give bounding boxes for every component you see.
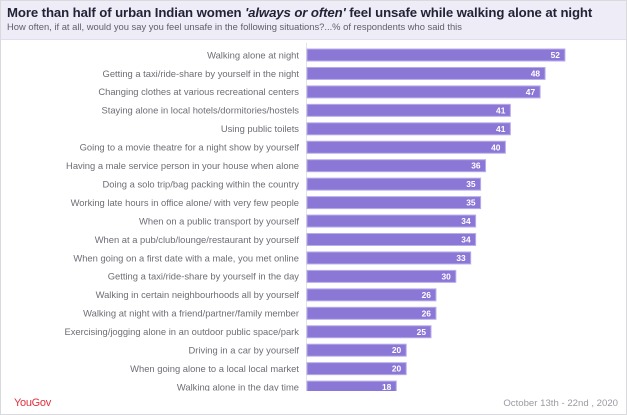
category-label: Working late hours in office alone/ with… (71, 197, 299, 208)
bar (306, 269, 457, 283)
value-label: 25 (417, 327, 427, 337)
value-label: 30 (441, 271, 451, 281)
yougov-logo: YouGov (14, 397, 51, 409)
value-label: 20 (392, 345, 402, 355)
bar (306, 85, 541, 99)
category-label: Going to a movie theatre for a night sho… (80, 142, 300, 153)
value-label: 52 (551, 50, 561, 60)
value-label: 41 (496, 124, 506, 134)
chart-header: More than half of urban Indian women 'al… (1, 1, 626, 40)
value-label: 26 (422, 308, 432, 318)
category-label: Walking alone at night (207, 49, 299, 60)
value-label: 33 (456, 253, 466, 263)
value-label: 40 (491, 142, 501, 152)
bar (306, 251, 472, 265)
category-label: When at a pub/club/lounge/restaurant by … (95, 234, 300, 245)
bar (306, 48, 566, 62)
value-label: 34 (461, 235, 471, 245)
bar (306, 66, 546, 80)
category-label: Having a male service person in your hou… (66, 160, 299, 171)
bar (306, 159, 487, 173)
value-label: 41 (496, 105, 506, 115)
value-label: 18 (382, 382, 392, 391)
category-label: Exercising/jogging alone in an outdoor p… (64, 326, 299, 337)
title-part-2: feel unsafe while walking alone at night (345, 5, 593, 20)
bar (306, 306, 437, 320)
chart-title: More than half of urban Indian women 'al… (7, 5, 592, 20)
value-label: 34 (461, 216, 471, 226)
value-label: 36 (471, 161, 481, 171)
bar (306, 325, 432, 339)
category-label: Using public toilets (221, 123, 299, 134)
value-label: 48 (531, 68, 541, 78)
bar (306, 177, 482, 191)
bar-chart-svg: Walking alone at night 52 Getting a taxi/r… (64, 43, 566, 391)
bar (306, 233, 477, 246)
bar (306, 103, 511, 117)
chart-subtitle: How often, if at all, would you say you … (7, 21, 462, 32)
category-label: Getting a taxi/ride-share by yourself in… (108, 271, 300, 282)
title-part-1: More than half of urban Indian women (7, 5, 246, 20)
bar (306, 214, 477, 228)
value-label: 26 (422, 290, 432, 300)
category-label: Getting a taxi/ride-share by yourself in… (103, 68, 300, 79)
bar (306, 140, 506, 154)
bar (306, 288, 437, 302)
bar (306, 122, 511, 136)
value-label: 35 (466, 198, 476, 208)
bar-chart: Walking alone at night 52 Getting a taxi/r… (1, 41, 626, 391)
bar (306, 196, 482, 210)
title-emphasis: 'always or often' (245, 5, 346, 20)
category-label: When on a public transport by yourself (139, 215, 299, 226)
value-label: 47 (526, 87, 536, 97)
category-label: Walking in certain neighbourhoods all by… (96, 289, 300, 300)
category-label: Walking at night with a friend/partner/f… (83, 308, 299, 319)
category-label: Driving in a car by yourself (189, 345, 300, 356)
survey-dates: October 13th - 22nd , 2020 (503, 398, 618, 409)
bar (306, 380, 397, 391)
bar (306, 343, 407, 357)
category-label: When going on a first date with a male, … (73, 252, 299, 263)
category-label: Staying alone in local hotels/dormitorie… (101, 105, 299, 116)
category-label: When going alone to a local local market (130, 363, 299, 374)
category-label: Walking alone in the day time (177, 381, 299, 391)
category-label: Changing clothes at various recreational… (98, 86, 299, 97)
bar (306, 362, 407, 376)
value-label: 35 (466, 179, 476, 189)
category-label: Doing a solo trip/bag packing within the… (103, 178, 300, 189)
value-label: 20 (392, 364, 402, 374)
